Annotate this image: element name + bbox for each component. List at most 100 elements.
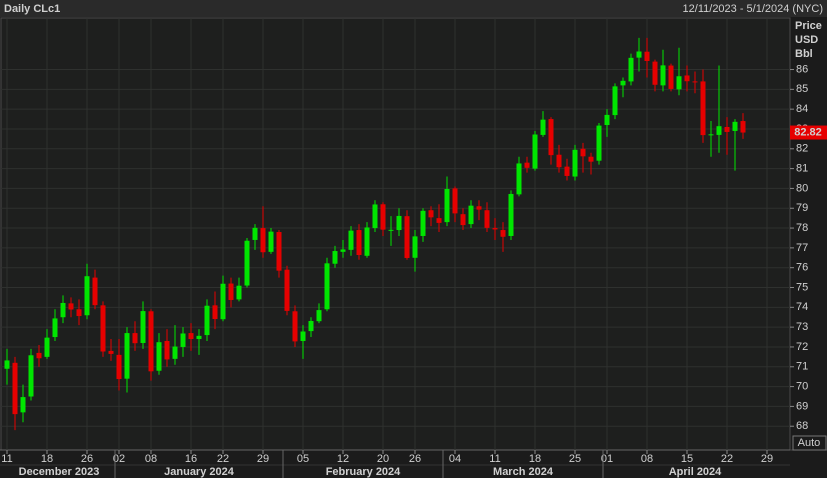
candle-body: [612, 86, 618, 116]
candle-body: [284, 269, 290, 311]
candle-body: [396, 215, 402, 231]
candle-body: [684, 75, 690, 82]
candle-body: [124, 333, 130, 379]
last-price-box: [790, 125, 827, 140]
candle-body: [36, 352, 42, 359]
candle-body: [548, 119, 554, 156]
candle-body: [388, 229, 394, 231]
x-tick-label: 25: [569, 453, 581, 465]
candle-body: [468, 205, 474, 225]
candle-body: [172, 346, 178, 359]
month-label: December 2023: [19, 466, 100, 478]
x-tick-label: 04: [449, 453, 461, 465]
x-tick-label: 22: [217, 453, 229, 465]
x-tick-label: 29: [257, 453, 269, 465]
y-tick-label: 84: [796, 103, 808, 115]
candle-body: [68, 303, 74, 310]
auto-button[interactable]: [792, 435, 827, 451]
candle-body: [620, 80, 626, 86]
x-tick-label: 12: [337, 453, 349, 465]
candle-body: [652, 61, 658, 85]
candle-body: [132, 333, 138, 344]
candle-body: [292, 311, 298, 342]
candle-body: [580, 148, 586, 157]
header-bar: [0, 0, 827, 17]
candle-body: [316, 310, 322, 322]
candle-body: [380, 204, 386, 230]
candle-body: [100, 305, 106, 352]
candle-body: [236, 285, 242, 300]
candle-body: [484, 210, 490, 228]
auto-label[interactable]: Auto: [798, 437, 821, 449]
x-tick-label: 05: [297, 453, 309, 465]
candle-body: [308, 320, 314, 332]
candle-body: [516, 163, 522, 195]
candle-body: [596, 125, 602, 161]
candle-body: [116, 354, 122, 380]
candle-body: [212, 305, 218, 320]
candle-body: [364, 227, 370, 256]
candle-body: [556, 154, 562, 168]
candle-body: [300, 331, 306, 342]
candle-body: [492, 228, 498, 230]
candle-body: [252, 227, 258, 240]
candle-body: [636, 51, 642, 58]
x-tick-label: 18: [529, 453, 541, 465]
candle-body: [260, 228, 266, 253]
x-tick-label: 11: [1, 453, 12, 465]
x-tick-label: 26: [409, 453, 421, 465]
candle-body: [460, 214, 466, 226]
x-tick-label: 08: [641, 453, 653, 465]
y-tick-label: 74: [796, 301, 808, 313]
x-tick-label: 01: [601, 453, 613, 465]
y-axis-label: USD: [795, 34, 818, 46]
candle-body: [244, 240, 250, 286]
candle-body: [84, 276, 90, 316]
candle-body: [332, 251, 338, 264]
candle-body: [588, 156, 594, 162]
candle-body: [724, 126, 730, 132]
last-price-label: 82.82: [794, 126, 822, 138]
y-tick-label: 70: [796, 380, 808, 392]
candle-body: [564, 166, 570, 176]
x-tick-label: 26: [81, 453, 93, 465]
candle-body: [108, 350, 114, 354]
candle-body: [52, 318, 58, 338]
candle-body: [372, 204, 378, 229]
chart-subtitle: 12/11/2023 - 5/1/2024 (NYC): [683, 3, 823, 15]
candle-body: [92, 277, 98, 306]
candle-body: [508, 193, 514, 236]
candle-body: [404, 216, 410, 258]
candle-body: [628, 57, 634, 82]
x-tick-label: 18: [41, 453, 53, 465]
candle-body: [12, 362, 18, 415]
candle-body: [412, 236, 418, 258]
candle-body: [156, 342, 162, 371]
candle-body: [476, 206, 482, 210]
y-tick-label: 75: [796, 281, 808, 293]
candle-body: [20, 397, 26, 413]
candle-body: [660, 65, 666, 86]
y-tick-label: 77: [796, 242, 808, 254]
candle-body: [228, 283, 234, 300]
candle-body: [180, 333, 186, 347]
y-tick-label: 76: [796, 262, 808, 274]
candle-body: [428, 210, 434, 218]
candle-body: [708, 134, 714, 136]
candle-body: [452, 188, 458, 214]
candle-body: [356, 230, 362, 256]
x-tick-label: 08: [145, 453, 157, 465]
y-tick-label: 79: [796, 202, 808, 214]
candle-body: [604, 114, 610, 126]
month-label: March 2024: [493, 466, 554, 478]
y-tick-label: 80: [796, 182, 808, 194]
candle-body: [524, 162, 530, 168]
y-tick-label: 71: [796, 361, 808, 373]
plot-area: [0, 17, 791, 451]
candle-body: [220, 283, 226, 320]
y-tick-label: 86: [796, 63, 808, 75]
candle-body: [148, 311, 154, 372]
candle-body: [140, 311, 146, 343]
candle-body: [44, 337, 50, 357]
